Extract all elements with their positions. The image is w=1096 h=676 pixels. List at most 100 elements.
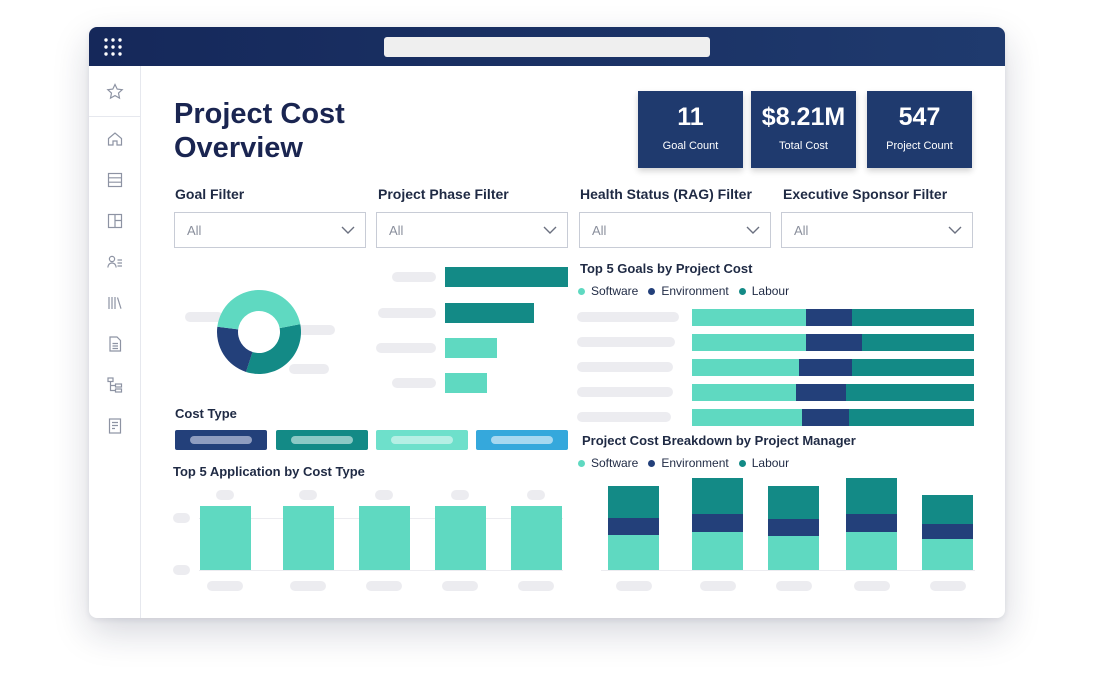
label-placeholder	[518, 581, 554, 591]
breakdown-bar-segment	[768, 536, 819, 570]
label-placeholder	[366, 581, 402, 591]
breakdown-bar-segment	[922, 495, 973, 524]
label-placeholder	[216, 490, 234, 500]
goal-bar-segment	[849, 409, 974, 426]
legend-label: Labour	[751, 456, 790, 470]
legend-labour: Labour	[738, 284, 790, 298]
select-value: All	[794, 223, 809, 238]
page-title: Project Cost Overview	[174, 98, 345, 164]
legend-label: Environment	[661, 456, 729, 470]
phase-filter-select[interactable]: All	[376, 212, 568, 248]
label-placeholder	[173, 565, 190, 575]
chevron-down-icon	[341, 226, 355, 234]
chevron-down-icon	[746, 226, 760, 234]
sponsor-filter-label: Executive Sponsor Filter	[783, 186, 948, 202]
cost-type-chip-3[interactable]	[376, 430, 468, 450]
goal-bar-segment	[692, 409, 802, 426]
axis-line	[601, 570, 975, 571]
breakdown-bar-segment	[692, 532, 743, 570]
kpi-label: Total Cost	[779, 140, 828, 152]
goal-bar-segment	[692, 309, 806, 326]
legend-label: Labour	[751, 284, 790, 298]
report-icon[interactable]	[105, 416, 125, 436]
label-placeholder	[577, 337, 675, 347]
label-placeholder	[854, 581, 890, 591]
donut-slice	[246, 324, 301, 374]
kpi-goal-count: 11 Goal Count	[638, 91, 743, 168]
breakdown-bar-segment	[846, 532, 897, 570]
kpi-project-count: 547 Project Count	[867, 91, 972, 168]
home-icon[interactable]	[105, 129, 125, 149]
goal-bar-segment	[692, 384, 796, 401]
select-value: All	[389, 223, 404, 238]
label-placeholder	[577, 312, 679, 322]
kpi-label: Project Count	[886, 140, 953, 152]
users-icon[interactable]	[105, 252, 125, 272]
label-placeholder	[207, 581, 243, 591]
breakdown-bar-segment	[846, 478, 897, 514]
cost-type-chip-2[interactable]	[276, 430, 368, 450]
legend-software: Software	[578, 284, 638, 298]
goal-bar-segment	[852, 309, 974, 326]
address-bar[interactable]	[384, 37, 710, 57]
goal-bar-segment	[796, 384, 846, 401]
top5-application-title: Top 5 Application by Cost Type	[173, 464, 365, 479]
phase-filter-label: Project Phase Filter	[378, 186, 509, 202]
kpi-value: 547	[898, 103, 941, 131]
layout-icon[interactable]	[105, 211, 125, 231]
application-bar	[359, 506, 410, 570]
legend-label: Software	[591, 284, 639, 298]
goal-bar-segment	[862, 334, 974, 351]
donut-slice	[217, 290, 301, 330]
application-bar	[435, 506, 486, 570]
breakdown-legend: Software Environment Labour	[578, 456, 789, 470]
label-placeholder	[577, 387, 673, 397]
label-placeholder	[299, 490, 317, 500]
label-placeholder	[290, 581, 326, 591]
axis-line	[199, 570, 563, 571]
label-placeholder	[392, 378, 436, 388]
application-bar	[511, 506, 562, 570]
document-icon[interactable]	[105, 334, 125, 354]
top5-goals-title: Top 5 Goals by Project Cost	[580, 261, 753, 276]
breakdown-bar-segment	[692, 514, 743, 532]
breakdown-bar-segment	[768, 486, 819, 519]
breakdown-bar-segment	[692, 478, 743, 514]
horizontal-bar	[445, 303, 534, 323]
application-bar	[200, 506, 251, 570]
goal-bar-segment	[802, 409, 849, 426]
health-filter-select[interactable]: All	[579, 212, 771, 248]
kpi-total-cost: $8.21M Total Cost	[751, 91, 856, 168]
label-placeholder	[173, 513, 190, 523]
cost-type-chip-1[interactable]	[175, 430, 267, 450]
breakdown-bar-segment	[846, 514, 897, 532]
horizontal-bar	[445, 267, 568, 287]
kpi-value: $8.21M	[761, 103, 846, 131]
legend-label: Software	[591, 456, 639, 470]
label-placeholder	[442, 581, 478, 591]
table-icon[interactable]	[105, 170, 125, 190]
select-value: All	[187, 223, 202, 238]
label-placeholder	[930, 581, 966, 591]
goal-filter-select[interactable]: All	[174, 212, 366, 248]
sponsor-filter-select[interactable]: All	[781, 212, 973, 248]
goal-bar-segment	[806, 334, 862, 351]
hierarchy-icon[interactable]	[105, 375, 125, 395]
label-placeholder	[616, 581, 652, 591]
apps-grid-icon[interactable]	[104, 38, 122, 56]
cost-type-chip-4[interactable]	[476, 430, 568, 450]
star-icon[interactable]	[105, 82, 125, 102]
select-value: All	[592, 223, 607, 238]
label-placeholder	[185, 312, 223, 322]
goal-bar-segment	[692, 359, 799, 376]
label-placeholder	[297, 325, 335, 335]
horizontal-bar	[445, 373, 487, 393]
library-icon[interactable]	[105, 293, 125, 313]
label-placeholder	[392, 272, 436, 282]
label-placeholder	[451, 490, 469, 500]
goals-legend: Software Environment Labour	[578, 284, 789, 298]
breakdown-title: Project Cost Breakdown by Project Manage…	[582, 433, 856, 448]
goal-filter-label: Goal Filter	[175, 186, 245, 202]
chevron-down-icon	[543, 226, 557, 234]
chevron-down-icon	[948, 226, 962, 234]
